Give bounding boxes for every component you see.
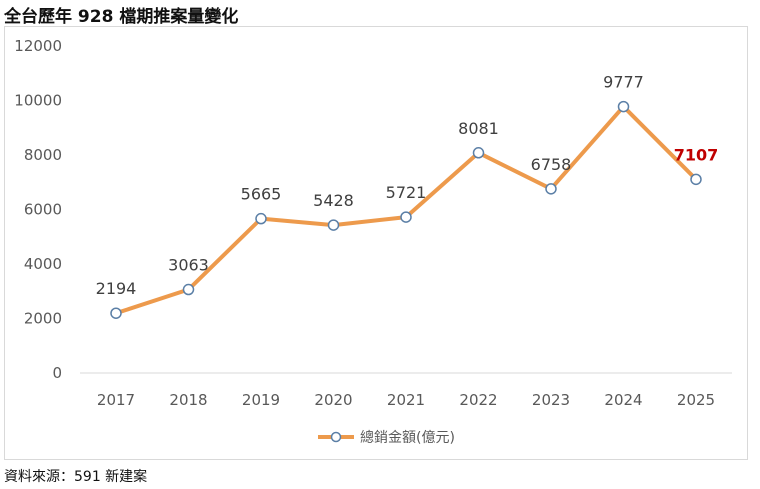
data-label: 8081: [458, 119, 499, 138]
data-point-marker: [255, 212, 267, 225]
x-tick-label: 2022: [459, 391, 497, 409]
chart-frame: [4, 26, 748, 460]
page-title: 全台歷年 928 檔期推案量變化: [4, 7, 239, 27]
data-label: 5665: [241, 185, 282, 204]
data-point-marker: [182, 283, 195, 296]
y-tick-label: 10000: [14, 92, 62, 110]
y-tick-label: 0: [52, 364, 62, 382]
x-tick-label: 2018: [169, 391, 207, 409]
data-label: 2194: [96, 279, 137, 298]
source-note: 資料來源：591 新建案: [4, 469, 148, 485]
y-tick-label: 12000: [14, 37, 62, 55]
x-tick-label: 2023: [532, 391, 570, 409]
data-point-marker: [617, 100, 630, 113]
data-label: 6758: [531, 155, 572, 174]
data-label: 9777: [603, 73, 644, 92]
data-point-marker: [110, 307, 122, 319]
data-label: 7107: [674, 145, 719, 164]
x-tick-label: 2021: [387, 391, 425, 409]
data-point-marker: [690, 173, 702, 186]
series-line: [114, 104, 698, 316]
x-tick-label: 2024: [604, 391, 642, 409]
y-tick-label: 2000: [24, 310, 62, 328]
data-point-marker: [472, 147, 485, 159]
x-tick-label: 2017: [97, 391, 135, 409]
data-label: 5721: [386, 183, 427, 202]
data-label: 3063: [168, 256, 209, 275]
data-point-marker: [400, 211, 412, 223]
legend-label: 總銷金額(億元): [360, 429, 455, 446]
data-point-marker: [545, 183, 557, 195]
x-tick-label: 2020: [314, 391, 352, 409]
data-point-marker: [327, 219, 340, 231]
data-label: 5428: [313, 191, 354, 210]
y-tick-label: 8000: [24, 146, 62, 164]
y-tick-label: 6000: [24, 201, 62, 219]
x-tick-label: 2019: [242, 391, 280, 409]
y-tick-label: 4000: [24, 255, 62, 273]
legend-marker: [330, 431, 342, 443]
x-tick-label: 2025: [677, 391, 715, 409]
